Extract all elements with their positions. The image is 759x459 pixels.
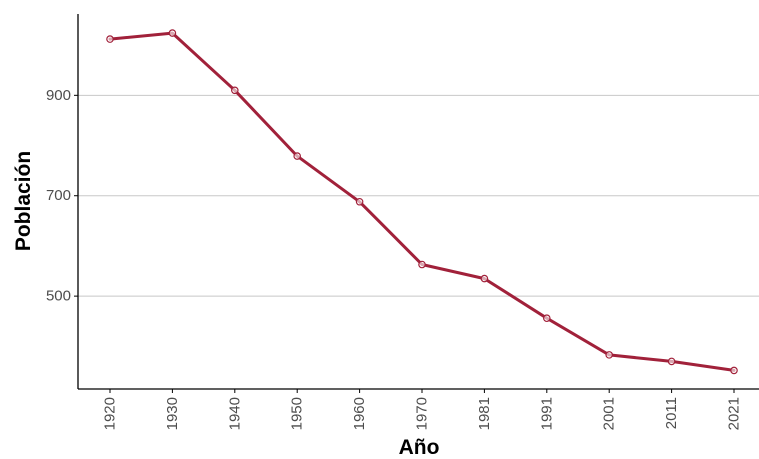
x-tick-label: 1920 [102, 397, 119, 430]
y-tick-label: 500 [46, 288, 71, 305]
x-tick-label: 1960 [351, 397, 368, 430]
x-tick-label: 2011 [663, 397, 680, 429]
y-tick-label: 700 [46, 187, 71, 204]
data-point-1930 [168, 29, 177, 37]
x-tick-label: 1940 [226, 397, 243, 430]
axes [77, 14, 759, 390]
y-tick-label: 900 [46, 87, 71, 104]
data-point-1960 [355, 197, 364, 206]
data-point-1981 [480, 274, 489, 283]
x-tick-label: 1991 [538, 397, 555, 430]
y-axis-title: Población [12, 151, 35, 251]
x-tick-label: 1981 [476, 397, 493, 430]
data-point-2021 [730, 366, 738, 375]
series-layer [106, 29, 738, 375]
x-tick-label: 2021 [726, 397, 743, 430]
x-axis-ticks: 1920 1930 1940 1950 1960 1970 1981 1991 2001 2011… [102, 389, 743, 430]
data-point-1991 [542, 314, 551, 323]
data-point-2001 [605, 351, 614, 359]
x-tick-label: 2001 [601, 397, 618, 430]
x-tick-label: 1970 [414, 397, 431, 430]
data-point-1920 [106, 35, 114, 43]
x-tick-label: 1930 [164, 397, 181, 430]
gridlines [78, 94, 759, 297]
series-line [108, 31, 736, 372]
x-tick-label: 1950 [289, 397, 306, 430]
data-point-1970 [418, 260, 426, 269]
data-point-1940 [231, 86, 239, 95]
data-point-2011 [667, 357, 676, 366]
x-axis-title: Año [399, 436, 440, 459]
data-point-1950 [293, 152, 302, 160]
y-axis-ticks: 500 700 900 [46, 87, 78, 305]
